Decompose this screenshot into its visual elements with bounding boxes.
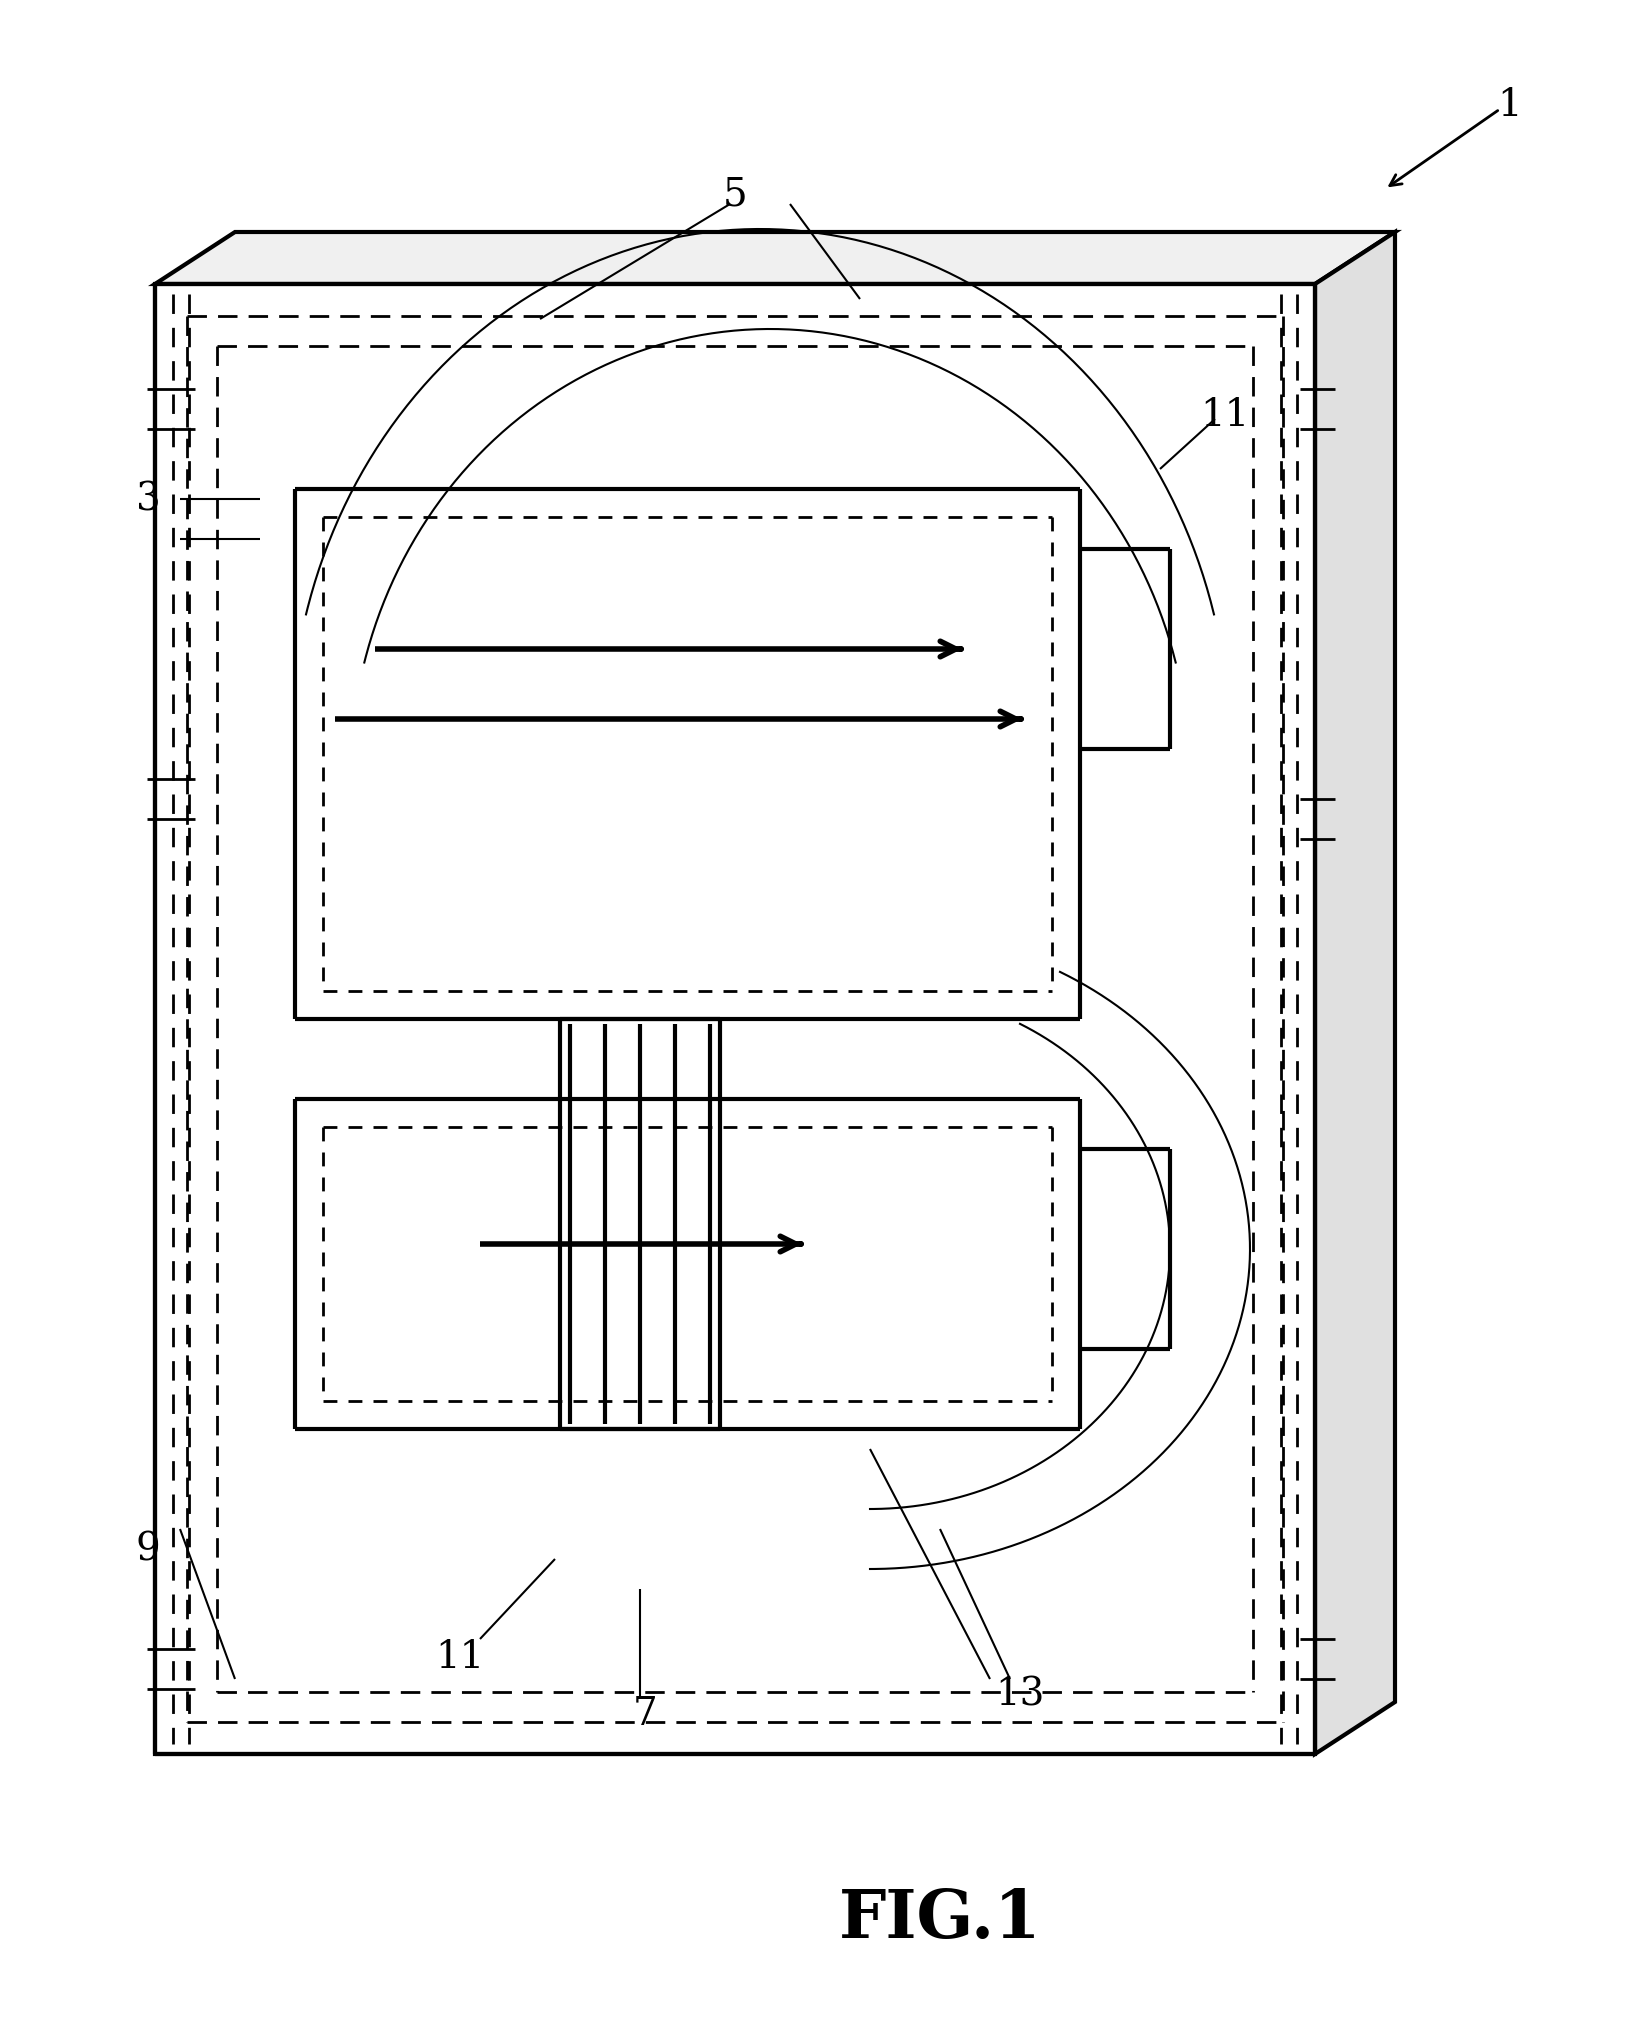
Polygon shape <box>155 285 1315 1754</box>
Text: FIG.1: FIG.1 <box>838 1887 1041 1952</box>
Polygon shape <box>155 233 1396 285</box>
Text: 11: 11 <box>1200 397 1249 433</box>
Text: 3: 3 <box>135 481 161 518</box>
Polygon shape <box>1315 233 1396 1754</box>
Text: 9: 9 <box>135 1531 161 1568</box>
Text: 5: 5 <box>723 176 748 212</box>
Text: 1: 1 <box>1498 87 1522 123</box>
Text: 13: 13 <box>995 1675 1044 1713</box>
Text: 7: 7 <box>633 1695 658 1732</box>
Text: 11: 11 <box>436 1639 485 1675</box>
